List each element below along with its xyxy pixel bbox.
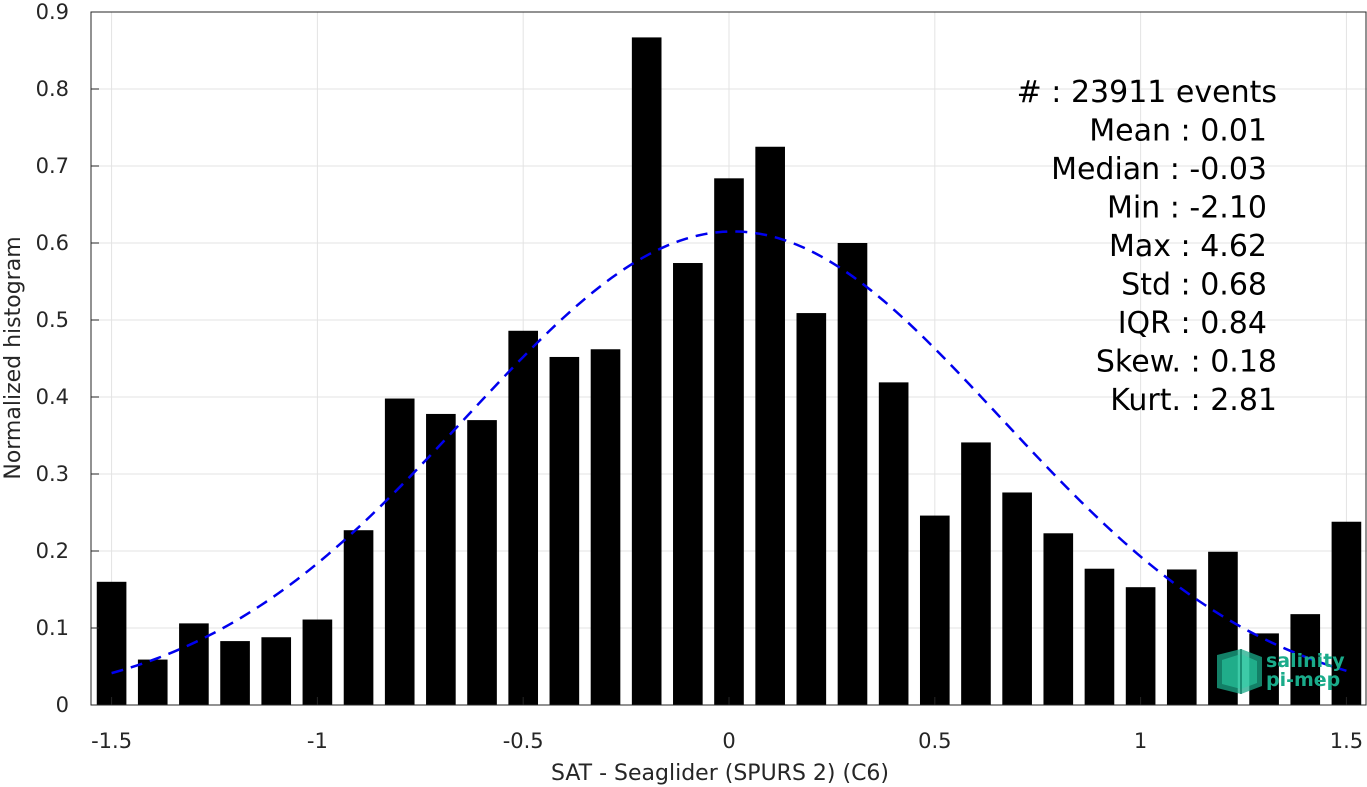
histogram-bar [261, 637, 292, 705]
stat-line: Min : -2.10 [1107, 191, 1267, 226]
histogram-bars [96, 37, 1362, 706]
histogram-bar [673, 263, 703, 705]
histogram-bar [1166, 569, 1197, 705]
stat-line: Max : 4.62 [1109, 229, 1267, 264]
y-tick-label: 0.3 [36, 462, 69, 486]
y-tick-label: 0.5 [36, 308, 69, 332]
histogram-bar [878, 382, 909, 705]
y-tick-label: 0 [56, 693, 69, 717]
histogram-bar [631, 37, 662, 706]
histogram-bar [426, 413, 456, 705]
histogram-bar [919, 515, 950, 705]
salinity-pi-mep-logo: salinity pi-mep [1217, 649, 1345, 694]
histogram-bar [1084, 568, 1115, 705]
stat-line: # : 23911 events [1017, 75, 1277, 110]
y-axis-title: Normalized histogram [1, 236, 26, 479]
histogram-bar [137, 659, 168, 705]
x-tick-label: 1 [1134, 729, 1147, 753]
histogram-bar [1290, 614, 1321, 705]
y-tick-label: 0.1 [36, 616, 69, 640]
histogram-bar [796, 313, 827, 705]
y-tick-label: 0.8 [36, 77, 69, 101]
logo-text-salinity: salinity [1266, 650, 1345, 672]
logo-text-pimep: pi-mep [1266, 669, 1340, 691]
histogram-bar [467, 420, 497, 705]
x-axis-ticks: -1.5 -1 -0.5 0 0.5 1 1.5 [91, 697, 1363, 753]
y-tick-label: 0.4 [36, 385, 69, 409]
histogram-bar [1043, 533, 1074, 705]
histogram-bar [590, 349, 621, 705]
stat-line: Mean : 0.01 [1089, 114, 1267, 149]
histogram-bar [302, 619, 333, 705]
histogram-bar [1125, 587, 1156, 705]
y-tick-label: 0.7 [36, 154, 69, 178]
gaussian-fit-curve [111, 230, 1347, 675]
y-tick-label: 0.6 [36, 231, 69, 255]
y-tick-label: 0.2 [36, 539, 69, 563]
histogram-bar [755, 146, 785, 705]
histogram-bar [343, 530, 374, 705]
histogram-bar [714, 178, 744, 705]
y-tick-label: 0.9 [36, 0, 69, 24]
histogram-bar [508, 330, 539, 705]
stat-line: IQR : 0.84 [1118, 306, 1267, 341]
x-tick-label: -0.5 [503, 729, 544, 753]
histogram-bar [1002, 492, 1032, 705]
histogram-bar [96, 581, 127, 705]
histogram-bar [179, 623, 209, 705]
x-tick-label: 1.5 [1330, 729, 1363, 753]
x-axis-title: SAT - Seaglider (SPURS 2) (C6) [551, 761, 889, 786]
histogram-bar [837, 243, 868, 705]
histogram-bar [220, 641, 250, 705]
x-tick-label: -1 [307, 729, 328, 753]
histogram-bar [961, 442, 991, 705]
x-tick-label: 0 [722, 729, 735, 753]
histogram-bar [1331, 521, 1362, 705]
stat-line: Skew. : 0.18 [1096, 345, 1277, 380]
logo-cube-icon [1217, 649, 1262, 694]
x-tick-label: -1.5 [91, 729, 132, 753]
x-tick-label: 0.5 [918, 729, 951, 753]
y-axis-ticks: 0 0.1 0.2 0.3 0.4 0.5 0.6 0.7 0.8 0.9 [36, 0, 99, 717]
stat-line: Kurt. : 2.81 [1110, 383, 1277, 418]
stat-line: Median : -0.03 [1051, 152, 1267, 187]
stat-line: Std : 0.68 [1121, 268, 1267, 303]
histogram-bar [549, 356, 580, 705]
histogram-bar [384, 398, 415, 705]
